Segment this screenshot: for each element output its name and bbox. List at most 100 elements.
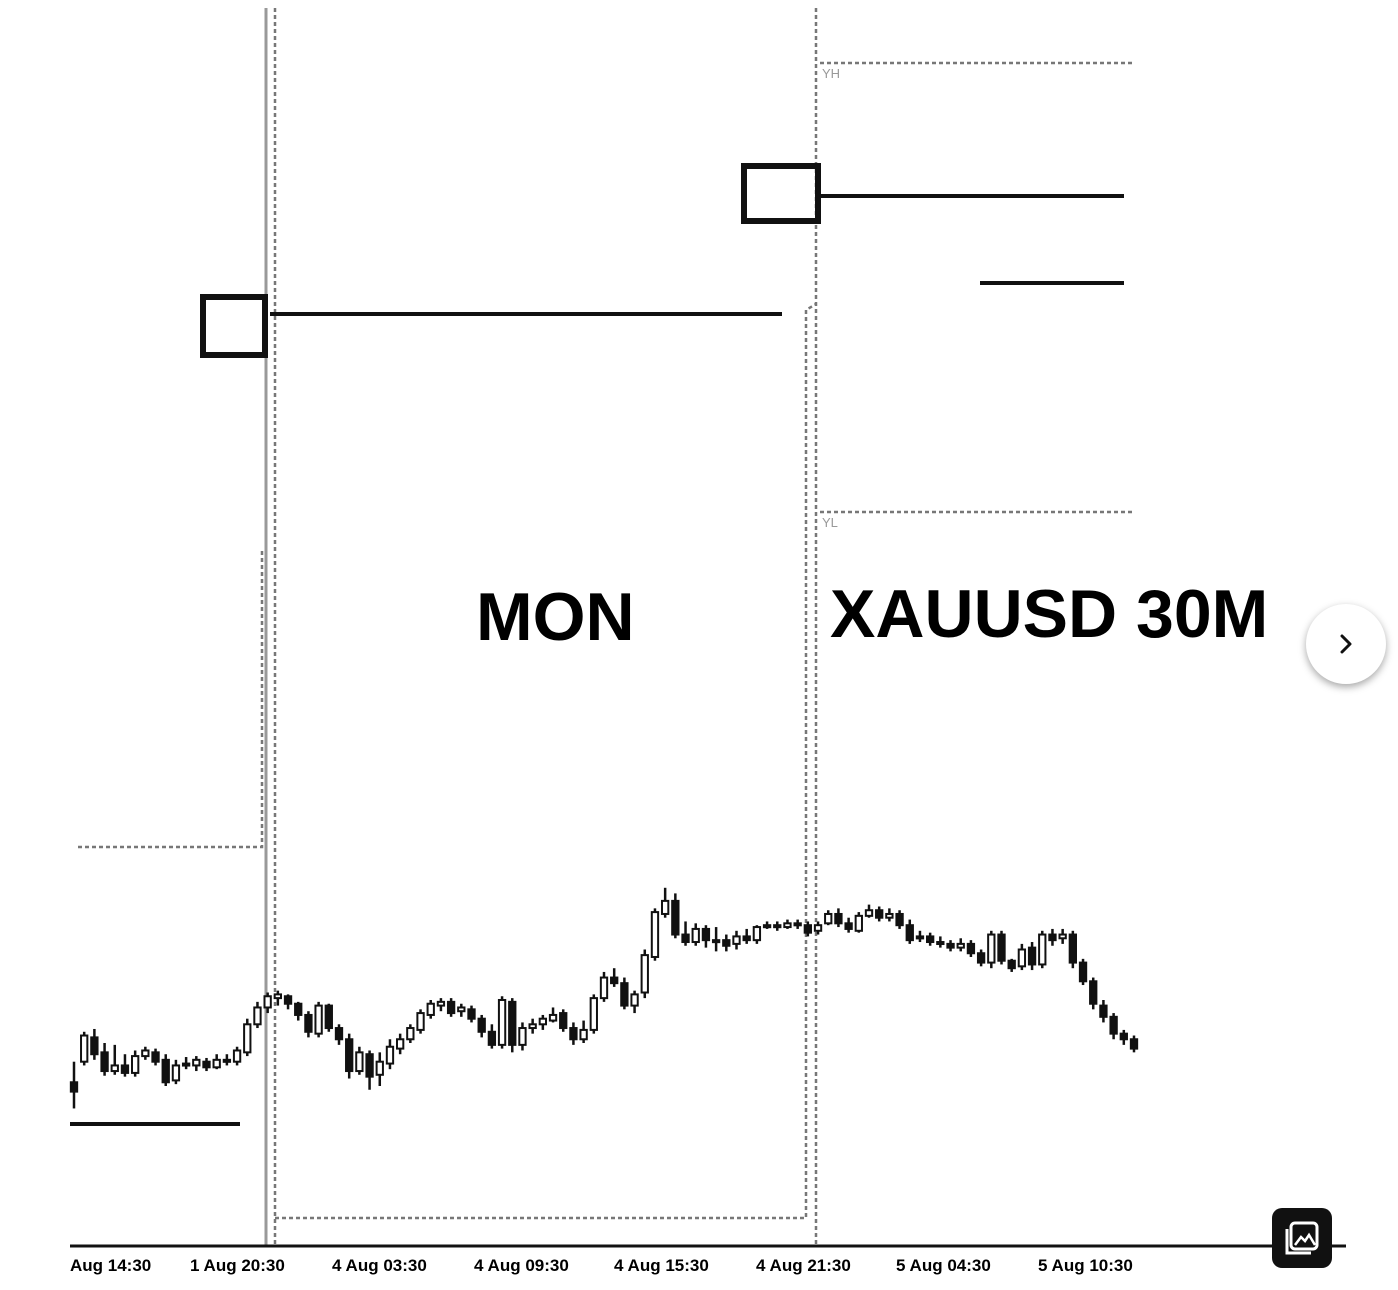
- candle-body: [834, 912, 843, 925]
- yh-label: YH: [822, 66, 840, 81]
- candle-82: [905, 919, 914, 944]
- candle-body: [436, 1000, 446, 1007]
- highlight-box-1: [200, 294, 268, 358]
- candle-body: [243, 1023, 252, 1054]
- candle-body: [110, 1064, 119, 1073]
- candle-14: [212, 1054, 221, 1070]
- candle-body: [202, 1060, 211, 1069]
- x-tick-label: 5 Aug 10:30: [1038, 1256, 1133, 1275]
- candle-71: [793, 919, 802, 929]
- candle-70: [783, 919, 792, 929]
- candle-6: [130, 1050, 140, 1077]
- candle-body: [446, 1000, 456, 1015]
- candle-12: [192, 1056, 201, 1072]
- candle-66: [742, 928, 751, 944]
- candle-body: [314, 1004, 323, 1035]
- next-button[interactable]: [1306, 604, 1386, 684]
- candle-body: [497, 998, 507, 1046]
- candle-10: [171, 1059, 181, 1085]
- candle-body: [579, 1028, 588, 1041]
- candle-body: [1109, 1015, 1118, 1035]
- candle-30: [375, 1052, 384, 1087]
- candle-body: [589, 997, 598, 1031]
- candle-body: [630, 993, 639, 1007]
- candle-56: [640, 949, 649, 999]
- candle-13: [202, 1057, 211, 1072]
- candle-body: [956, 942, 965, 949]
- candle-25: [324, 1003, 333, 1032]
- candle-48: [559, 1009, 568, 1032]
- candle-62: [701, 925, 711, 948]
- candle-body: [345, 1038, 354, 1073]
- candle-body: [946, 942, 955, 949]
- candle-85: [936, 936, 945, 948]
- candle-body: [426, 1002, 435, 1016]
- candle-body: [1027, 946, 1037, 966]
- candle-74: [824, 910, 833, 926]
- candle-96: [1048, 928, 1057, 946]
- candle-63: [711, 927, 721, 952]
- candle-body: [762, 924, 772, 929]
- candle-body: [936, 941, 945, 946]
- candle-body: [508, 1000, 517, 1046]
- candle-body: [681, 933, 690, 944]
- candle-89: [976, 949, 986, 967]
- candle-72: [803, 921, 813, 937]
- gallery-button[interactable]: [1272, 1208, 1332, 1268]
- candle-31: [385, 1039, 395, 1070]
- highlight-box-2: [741, 163, 821, 224]
- x-tick-label: 4 Aug 03:30: [332, 1256, 427, 1275]
- candle-32: [395, 1033, 405, 1055]
- candle-57: [650, 908, 660, 961]
- x-tick-label: 1 Aug 20:30: [190, 1256, 285, 1275]
- candle-27: [345, 1033, 354, 1079]
- candle-22: [294, 1001, 303, 1021]
- candle-body: [263, 995, 272, 1009]
- candle-body: [620, 982, 629, 1007]
- candle-2: [90, 1028, 99, 1060]
- candle-body: [457, 1006, 466, 1013]
- candle-body: [813, 924, 823, 932]
- candle-9: [161, 1054, 170, 1087]
- candle-75: [834, 908, 843, 928]
- candle-body: [80, 1034, 89, 1063]
- candle-94: [1027, 942, 1037, 971]
- candle-104: [1129, 1035, 1139, 1053]
- candle-body: [273, 993, 283, 1000]
- candle-97: [1058, 928, 1067, 944]
- candle-49: [569, 1022, 578, 1045]
- candle-body: [987, 933, 996, 964]
- candle-7: [141, 1046, 150, 1060]
- candle-68: [762, 921, 772, 929]
- candle-body: [1078, 961, 1088, 983]
- candle-41: [487, 1024, 497, 1049]
- candle-body: [875, 909, 884, 919]
- candle-20: [273, 990, 283, 1006]
- x-tick-label: 5 Aug 04:30: [896, 1256, 991, 1275]
- candle-body: [355, 1051, 364, 1073]
- x-tick-labels: Aug 14:30 1 Aug 20:30 4 Aug 03:30 4 Aug 09:…: [70, 1256, 1133, 1275]
- candle-93: [1017, 943, 1027, 971]
- image-gallery-icon: [1285, 1221, 1319, 1255]
- candle-body: [1129, 1038, 1139, 1050]
- candle-17: [243, 1018, 252, 1057]
- candle-body: [283, 995, 293, 1005]
- candle-98: [1068, 930, 1078, 969]
- candle-body: [538, 1017, 548, 1026]
- candle-50: [579, 1020, 588, 1043]
- candle-body: [793, 922, 802, 927]
- candle-0: [69, 1061, 79, 1109]
- candle-body: [120, 1064, 130, 1074]
- candle-body: [610, 976, 619, 985]
- candle-84: [925, 932, 935, 946]
- candle-body: [1058, 933, 1067, 940]
- candle-23: [304, 1011, 313, 1038]
- candle-body: [905, 924, 914, 942]
- candle-body: [660, 899, 670, 915]
- candle-19: [263, 992, 272, 1014]
- candle-body: [711, 939, 721, 944]
- candle-15: [222, 1054, 232, 1066]
- candle-42: [497, 996, 507, 1049]
- candle-36: [436, 998, 446, 1012]
- candle-body: [528, 1023, 537, 1030]
